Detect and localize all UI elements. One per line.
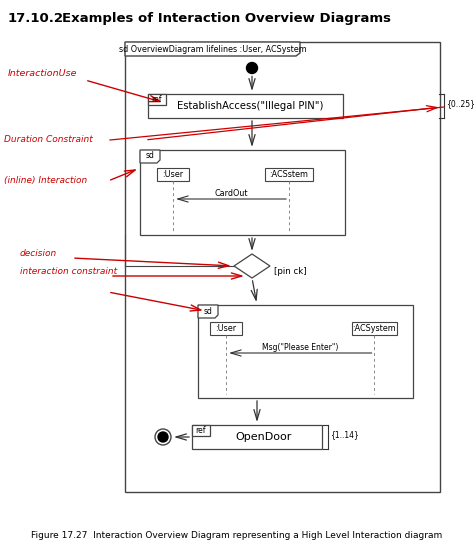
Text: Msg("Please Enter"): Msg("Please Enter") [262, 343, 338, 351]
Bar [157, 168, 189, 181]
Circle shape [158, 432, 168, 442]
Polygon shape [140, 150, 160, 163]
Bar [352, 322, 397, 335]
Text: interaction constraint: interaction constraint [20, 268, 117, 276]
Polygon shape [234, 254, 270, 278]
Polygon shape [125, 42, 300, 56]
Bar [125, 42, 440, 492]
Text: 17.10.2: 17.10.2 [8, 12, 64, 25]
Text: :ACSstem: :ACSstem [270, 170, 309, 179]
Text: Examples of Interaction Overview Diagrams: Examples of Interaction Overview Diagram… [62, 12, 391, 25]
Text: ref: ref [196, 426, 206, 435]
Bar [198, 305, 413, 398]
Text: InteractionUse: InteractionUse [8, 68, 78, 78]
Text: [pin ck]: [pin ck] [274, 268, 307, 276]
Bar [192, 425, 322, 449]
Polygon shape [198, 305, 218, 318]
Text: sd: sd [203, 306, 212, 315]
Circle shape [155, 429, 171, 445]
Text: :User: :User [163, 170, 183, 179]
Bar [265, 168, 313, 181]
Text: {0..25}: {0..25} [446, 99, 474, 108]
Text: Duration Constraint: Duration Constraint [4, 136, 93, 144]
Text: EstablishAccess("Illegal PIN"): EstablishAccess("Illegal PIN") [177, 101, 324, 111]
Bar [192, 425, 210, 436]
Bar [210, 322, 242, 335]
Text: sd: sd [146, 151, 155, 161]
Text: ref: ref [152, 95, 162, 104]
Text: :User: :User [216, 324, 237, 333]
Text: {1..14}: {1..14} [330, 430, 359, 439]
Text: (inline) Interaction: (inline) Interaction [4, 176, 87, 186]
Text: CardOut: CardOut [214, 188, 248, 198]
Bar [148, 94, 166, 105]
Text: Figure 17.27  Interaction Overview Diagram representing a High Level Interaction: Figure 17.27 Interaction Overview Diagra… [31, 531, 443, 540]
Circle shape [246, 62, 257, 73]
Text: decision: decision [20, 249, 57, 258]
Text: OpenDoor: OpenDoor [236, 432, 292, 442]
Bar [140, 150, 345, 235]
Text: sd OverviewDiagram lifelines :User, ACSystem: sd OverviewDiagram lifelines :User, ACSy… [118, 45, 306, 54]
Bar [148, 94, 343, 118]
Text: :ACSystem: :ACSystem [353, 324, 396, 333]
